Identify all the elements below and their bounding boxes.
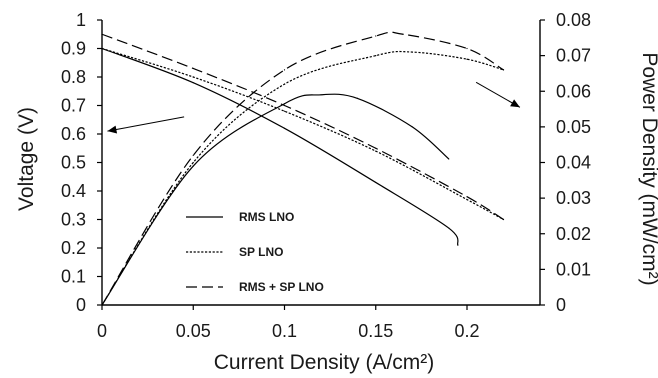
series-group	[101, 31, 505, 306]
y-right-tick-label: 0.02	[556, 224, 591, 244]
y-left-tick-label: 0.5	[61, 153, 86, 173]
data-point	[283, 104, 286, 107]
data-point	[402, 33, 404, 35]
data-point	[283, 110, 286, 112]
annotation-arrow-head	[107, 125, 118, 134]
data-point	[192, 161, 194, 164]
y-left-tick-label: 0.3	[61, 210, 86, 230]
annotations-group	[107, 81, 521, 134]
y-left-tick-label: 1	[76, 10, 86, 30]
y-right-tick-label: 0.05	[556, 117, 591, 137]
y-right-axis-title: Power Density (mW/cm²)	[638, 52, 658, 285]
x-axis-title: Current Density (A/cm²)	[214, 351, 435, 374]
data-point	[502, 69, 505, 71]
annotation-arrow-head	[510, 99, 520, 108]
data-point	[283, 103, 286, 105]
y-right-tick-label: 0.06	[556, 81, 591, 101]
x-tick-label: 0.2	[454, 321, 479, 341]
y-left-tick-label: 0.8	[61, 67, 86, 87]
series-line-voltage-2	[101, 33, 504, 221]
data-point	[466, 58, 468, 60]
data-point	[320, 94, 322, 96]
data-point	[411, 51, 413, 53]
y-right-tick-label: 0.07	[556, 46, 591, 66]
y-left-tick-label: 0.2	[61, 238, 86, 258]
data-point	[356, 97, 359, 99]
legend-label: RMS + SP LNO	[239, 280, 324, 294]
data-point	[502, 218, 505, 221]
data-point	[411, 126, 413, 128]
x-tick-label: 0.1	[272, 321, 297, 341]
y-right-tick-label: 0	[556, 295, 566, 315]
y-right-tick-label: 0.01	[556, 259, 591, 279]
data-point	[448, 227, 450, 229]
data-point	[375, 181, 377, 184]
data-point	[283, 83, 286, 85]
y-left-tick-label: 0.1	[61, 267, 86, 287]
data-point	[457, 244, 459, 246]
data-point	[192, 82, 194, 84]
y-left-tick-label: 0.6	[61, 124, 86, 144]
data-point	[192, 76, 194, 78]
y-left-tick-label: 0.4	[61, 181, 86, 201]
y-right-tick-label: 0.04	[556, 153, 591, 173]
data-point	[283, 127, 286, 129]
axis-titles-group: Current Density (A/cm²) Voltage (V) Powe…	[15, 52, 658, 374]
data-point	[466, 198, 468, 201]
y-left-tick-label: 0.9	[61, 39, 86, 59]
data-point	[466, 47, 468, 50]
legend-label: RMS LNO	[239, 210, 294, 224]
y-left-tick-label: 0.7	[61, 96, 86, 116]
data-point	[101, 33, 103, 35]
x-tick-label: 0.15	[358, 321, 393, 341]
data-point	[192, 154, 194, 156]
data-point	[375, 55, 377, 57]
data-point	[375, 35, 377, 37]
data-point	[448, 158, 450, 160]
y-right-tick-label: 0.03	[556, 188, 591, 208]
y-left-tick-label: 0	[76, 295, 86, 315]
series-line-power-1	[101, 50, 504, 306]
series-line-voltage-1	[101, 47, 504, 221]
data-point	[375, 147, 377, 149]
data-point	[101, 47, 103, 50]
x-tick-label: 0.05	[176, 321, 211, 341]
data-point	[101, 304, 103, 306]
series-line-power-0	[101, 93, 450, 306]
data-point	[466, 196, 468, 198]
ticks-group: 0 0.1 0.2 0.3 0.4 0.5 0.6 0.7 0.8 0.9 1 0 0.01 0.02 0.…	[61, 10, 591, 341]
axes-group	[101, 20, 541, 306]
legend-label: SP LNO	[239, 245, 283, 259]
x-tick-label: 0	[97, 321, 107, 341]
data-point	[375, 150, 377, 152]
data-point	[192, 67, 194, 70]
y-left-axis-title: Voltage (V)	[15, 107, 38, 211]
series-line-power-2	[101, 31, 504, 306]
y-right-tick-label: 0.08	[556, 10, 591, 30]
legend-group: RMS LNO SP LNO RMS + SP LNO	[186, 210, 324, 294]
data-point	[192, 165, 194, 167]
annotation-arrow-line	[107, 116, 185, 132]
data-point	[283, 69, 286, 71]
